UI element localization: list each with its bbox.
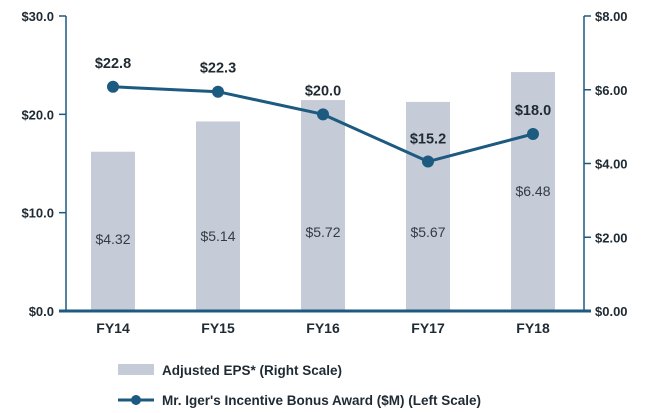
bar-value-label: $5.72 xyxy=(305,224,340,240)
bar-fy17 xyxy=(406,101,450,311)
bar-fy18 xyxy=(511,72,555,311)
left-tick-label: $20.0 xyxy=(21,107,54,122)
line-layer xyxy=(107,80,539,168)
axes-layer: $0.0 $10.0 $20.0 $30.0 $0.00 $2.00 $4.00 $6.00 $… xyxy=(21,9,627,336)
bar-value-label: $4.32 xyxy=(95,231,130,247)
left-tick-label: $10.0 xyxy=(21,206,54,221)
bonus-point-fy17 xyxy=(422,155,434,168)
legend-swatch-bar xyxy=(118,364,154,375)
bar-value-label: $6.48 xyxy=(515,183,550,199)
bar-fy16 xyxy=(301,100,345,311)
category-label: FY16 xyxy=(306,320,340,336)
bars-layer xyxy=(91,72,555,312)
category-label: FY14 xyxy=(96,320,130,336)
bar-value-label: $5.67 xyxy=(410,224,445,240)
bonus-point-fy16 xyxy=(317,108,329,121)
left-tick-label: $30.0 xyxy=(21,9,54,24)
right-tick-label: $0.00 xyxy=(595,304,628,319)
right-tick-label: $8.00 xyxy=(595,9,628,24)
point-value-label: $18.0 xyxy=(515,103,551,119)
point-value-label: $15.2 xyxy=(410,132,446,148)
point-value-label: $22.3 xyxy=(200,61,236,77)
legend-label-bar: Adjusted EPS* (Right Scale) xyxy=(162,363,342,378)
bar-fy14 xyxy=(91,151,135,311)
right-tick-label: $2.00 xyxy=(595,230,628,245)
legend: Adjusted EPS* (Right Scale) Mr. Iger's I… xyxy=(118,363,481,408)
bonus-point-fy18 xyxy=(527,128,539,140)
right-tick-label: $6.00 xyxy=(595,83,628,98)
category-label: FY17 xyxy=(411,320,445,336)
bar-fy15 xyxy=(196,121,240,312)
category-label: FY15 xyxy=(201,320,235,336)
point-value-label: $22.8 xyxy=(95,56,131,72)
category-label: FY18 xyxy=(516,320,550,336)
bonus-point-fy15 xyxy=(212,85,224,98)
bonus-point-fy14 xyxy=(107,80,119,93)
legend-swatch-marker xyxy=(131,395,141,405)
bar-value-label: $5.14 xyxy=(200,228,235,244)
right-tick-label: $4.00 xyxy=(595,157,628,172)
legend-label-line: Mr. Iger's Incentive Bonus Award ($M) (L… xyxy=(162,393,481,408)
point-value-label: $20.0 xyxy=(305,83,341,99)
labels-layer: $4.32 $5.14 $5.72 $5.67 $6.48 $22.8 $22.3 $20.0… xyxy=(95,56,551,247)
left-tick-label: $0.0 xyxy=(29,304,54,319)
